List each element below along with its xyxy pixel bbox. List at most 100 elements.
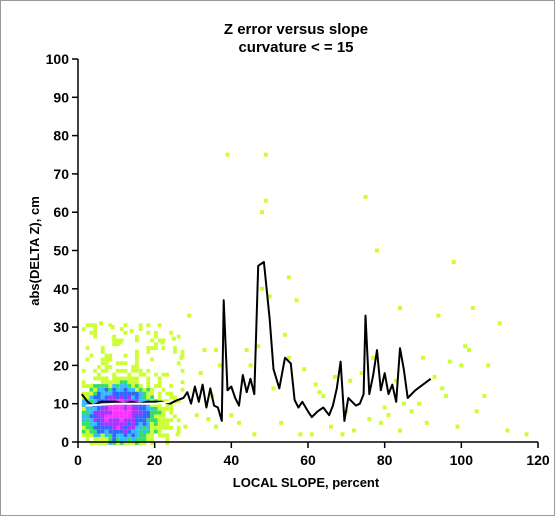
density-cell bbox=[131, 433, 135, 438]
density-cell bbox=[112, 406, 116, 411]
density-cell bbox=[116, 387, 120, 392]
density-cell bbox=[97, 399, 101, 404]
density-cell bbox=[157, 422, 162, 426]
density-cell bbox=[108, 384, 113, 388]
density-cell bbox=[116, 418, 120, 423]
scatter-point bbox=[417, 401, 422, 406]
density-cell bbox=[119, 391, 124, 396]
density-cell bbox=[85, 391, 90, 396]
density-cell bbox=[135, 349, 139, 354]
y-tick-label: 50 bbox=[53, 243, 69, 259]
density-cell bbox=[100, 387, 105, 392]
density-cell bbox=[93, 410, 97, 415]
density-cell bbox=[135, 406, 139, 411]
density-cell bbox=[89, 323, 94, 328]
density-cell bbox=[81, 429, 86, 434]
density-cell bbox=[150, 410, 154, 415]
density-cell bbox=[119, 387, 124, 392]
density-cell bbox=[100, 425, 105, 430]
density-cell bbox=[138, 391, 143, 396]
density-cell bbox=[154, 342, 158, 347]
y-tick-label: 70 bbox=[53, 166, 69, 182]
density-cell bbox=[112, 433, 116, 438]
density-cell bbox=[169, 330, 173, 335]
y-tick-label: 10 bbox=[53, 396, 69, 412]
density-cell bbox=[93, 330, 97, 335]
density-cell bbox=[119, 425, 124, 430]
density-cell bbox=[108, 441, 113, 445]
density-cell bbox=[97, 365, 101, 369]
density-cell bbox=[119, 327, 124, 331]
x-axis-label: LOCAL SLOPE, percent bbox=[233, 475, 380, 490]
density-cell bbox=[93, 425, 97, 430]
x-tick-label: 20 bbox=[147, 452, 163, 468]
density-cell bbox=[116, 391, 120, 396]
density-cell bbox=[146, 380, 151, 385]
density-cell bbox=[169, 391, 173, 396]
scatter-point bbox=[451, 259, 456, 264]
density-cell bbox=[104, 368, 109, 373]
y-tick-label: 90 bbox=[53, 89, 69, 105]
density-cell bbox=[180, 368, 185, 373]
density-cell bbox=[138, 323, 143, 328]
density-cell bbox=[165, 441, 170, 445]
density-cell bbox=[127, 414, 132, 419]
density-cell bbox=[138, 441, 143, 445]
density-cell bbox=[100, 384, 105, 388]
density-cell bbox=[104, 353, 109, 358]
density-cell bbox=[119, 376, 124, 381]
density-cell bbox=[89, 399, 94, 404]
density-cell bbox=[108, 357, 113, 362]
density-cell bbox=[135, 403, 139, 407]
density-cell bbox=[127, 437, 132, 442]
density-cell bbox=[150, 357, 154, 362]
density-cell bbox=[138, 368, 143, 373]
density-cell bbox=[154, 414, 158, 419]
density-cell bbox=[123, 418, 128, 423]
density-cell bbox=[138, 437, 143, 442]
density-cell bbox=[138, 410, 143, 415]
density-cell bbox=[116, 425, 120, 430]
density-cell bbox=[142, 403, 147, 407]
density-cell bbox=[108, 323, 113, 328]
density-cell bbox=[104, 429, 109, 434]
density-cell bbox=[108, 365, 113, 369]
scatter-point bbox=[386, 413, 391, 418]
scatter-point bbox=[206, 417, 211, 422]
density-cell bbox=[97, 372, 101, 377]
scatter-point bbox=[229, 413, 234, 418]
density-cell bbox=[146, 418, 151, 423]
density-cell bbox=[161, 425, 166, 430]
scatter-point bbox=[467, 348, 471, 353]
density-cell bbox=[89, 425, 94, 430]
density-cell bbox=[161, 418, 166, 423]
density-cell bbox=[146, 429, 151, 434]
density-cell bbox=[135, 365, 139, 369]
density-cell bbox=[131, 437, 135, 442]
density-cell bbox=[100, 441, 105, 445]
density-cell bbox=[104, 418, 109, 423]
density-cell bbox=[169, 418, 173, 423]
density-cell bbox=[150, 414, 154, 419]
density-cell bbox=[142, 422, 147, 426]
density-cell bbox=[93, 334, 97, 339]
scatter-point bbox=[286, 355, 291, 360]
scatter-point bbox=[313, 382, 318, 387]
density-cell bbox=[85, 346, 90, 350]
density-cell bbox=[135, 391, 139, 396]
scatter-point bbox=[321, 394, 326, 399]
density-cell bbox=[112, 403, 116, 407]
scatter-point bbox=[118, 340, 123, 345]
density-cell bbox=[142, 387, 147, 392]
density-cell bbox=[135, 429, 139, 434]
density-cell bbox=[142, 418, 147, 423]
density-cell bbox=[150, 422, 154, 426]
scatter-point bbox=[444, 394, 448, 399]
density-cell bbox=[157, 323, 162, 328]
density-cell bbox=[150, 403, 154, 407]
density-cell bbox=[85, 406, 90, 411]
density-cell bbox=[104, 414, 109, 419]
scatter-point bbox=[352, 428, 356, 433]
mean-line bbox=[81, 261, 432, 422]
